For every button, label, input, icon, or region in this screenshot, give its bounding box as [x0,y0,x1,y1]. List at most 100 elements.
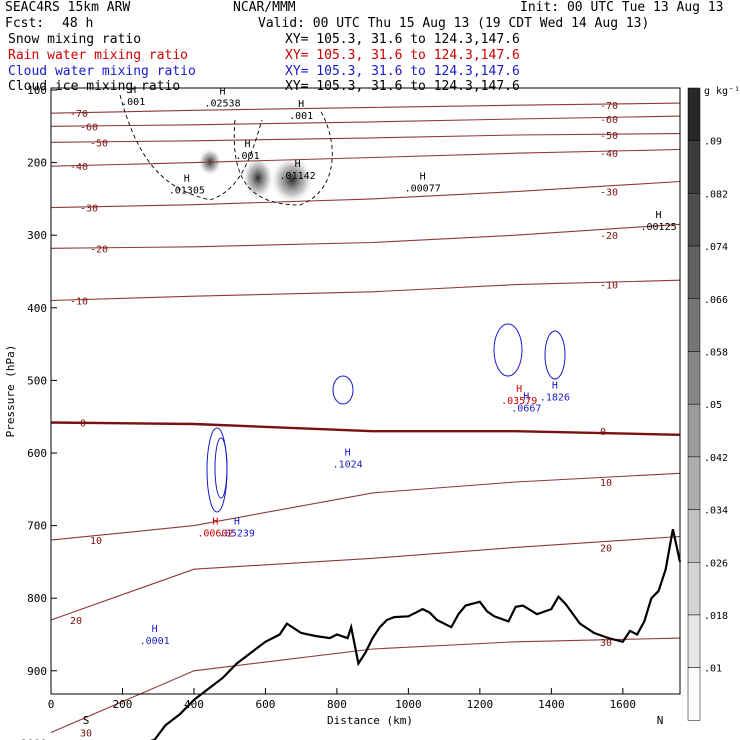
maximum-marker: H [552,381,558,392]
field-name-cloud-ice: Cloud ice mixing ratio [8,79,181,94]
maximum-marker: H [184,174,190,185]
y-tick-label: 200 [27,157,47,170]
maximum-marker: H [234,516,240,527]
y-tick-label: 500 [27,374,47,387]
field-name-cloud-water: Cloud water mixing ratio [8,64,196,79]
isotherm-line [50,115,681,127]
maximum-marker: H [523,391,529,402]
field-xy-cloud-ice: XY= 105.3, 31.6 to 124.3,147.6 [285,79,520,94]
cloud-contour [214,437,228,499]
isotherm-label: 10 [600,478,612,489]
init-time: Init: 00 UTC Tue 13 Aug 13 [520,0,724,15]
isotherm-label: -20 [600,231,618,242]
maximum-value: .0001 [140,636,170,647]
field-xy-cloud-water: XY= 105.3, 31.6 to 124.3,147.6 [285,64,520,79]
valid-time: Valid: 00 UTC Thu 15 Aug 13 (19 CDT Wed … [258,16,650,31]
isotherm-line [50,180,681,209]
forecast-label: Fcst: [5,16,45,31]
maximum-value: .02538 [204,99,240,110]
colorbar-label: .082 [704,189,728,200]
isotherm-label: -70 [70,109,88,120]
ice-contour [233,109,333,206]
maximum-value: .00602 [197,528,233,539]
y-axis-label: Pressure (hPa) [4,345,17,438]
model-title: SEAC4RS 15km ARW [5,0,131,15]
maximum-marker: H [220,87,226,98]
isotherm-label: -70 [600,101,618,112]
colorbar-label: .074 [704,242,728,253]
isotherm-label: 0 [80,419,86,430]
isotherm-label: -50 [90,138,108,149]
y-tick-label: 700 [27,520,47,533]
maximum-marker: H [345,447,351,458]
maximum-marker: H [656,210,662,221]
maximum-value: .05239 [219,528,255,539]
colorbar-label: .026 [704,558,728,569]
isotherm-label: 10 [90,536,102,547]
isotherm-label: 0 [600,427,606,438]
colorbar-label: .034 [704,506,728,517]
x-tick-label: 600 [255,698,275,711]
isotherm-label: -60 [600,115,618,126]
colorbar-swatch [687,509,701,563]
maximum-value: .01142 [280,171,316,182]
y-tick-label: 900 [27,665,47,678]
maximum-value: .00125 [640,222,676,233]
field-xy-rain: XY= 105.3, 31.6 to 124.3,147.6 [285,48,520,63]
maximum-marker: H [516,384,522,395]
x-axis-label: Distance (km) [327,714,413,727]
colorbar-swatch [687,562,701,616]
colorbar-label: .018 [704,611,728,622]
isotherm-label: -50 [600,131,618,142]
isotherm-line [50,102,681,114]
y-tick-label: 600 [27,447,47,460]
x-tick-label: 1400 [538,698,565,711]
isotherm-label: 20 [600,543,612,554]
maximum-marker: H [245,139,251,150]
cloud-contours [119,94,566,513]
field-name-snow: Snow mixing ratio [8,32,142,47]
x-tick-label: 0 [48,698,55,711]
x-tick-label: 200 [113,698,133,711]
isotherm-label: 30 [80,729,92,740]
isotherm-line [50,535,681,621]
maximum-marker: H [212,516,218,527]
shading-blob [270,156,314,204]
isotherm-label: -40 [600,149,618,160]
colorbar-swatch [687,351,701,405]
isotherm-label: -40 [70,162,88,173]
isotherm-line [50,637,681,734]
colorbar-label: .066 [704,295,728,306]
maximum-value: .001 [236,151,260,162]
isotherm-line [50,148,681,167]
isotherm-lines [50,102,681,734]
isotherm-label: 20 [70,616,82,627]
x-tick-label: 800 [327,698,347,711]
isotherm-label: 30 [600,638,612,649]
isotherm-label: -10 [600,281,618,292]
maximum-value: .1826 [540,393,570,404]
colorbar: .09 .082 .074 .066 .058 .05 .042 .034 .026 .018 .0… [687,87,728,721]
maximum-value: .03579 [501,396,537,407]
isotherm-line [50,279,681,302]
maximum-value: .01305 [169,186,205,197]
y-tick-label: 300 [27,229,47,242]
colorbar-label: .05 [704,400,722,411]
maximum-value: .1024 [333,459,363,470]
cloud-contour [332,375,354,405]
maximum-value: .00077 [405,183,441,194]
colorbar-unit: g kg⁻¹ [704,86,740,97]
colorbar-swatch [687,667,701,721]
isotherm-line [50,223,681,249]
isotherm-labels: -70 -70 -60 -60 -50 -50 -40 -40 -30 -30 -20 -20 -10 -… [70,101,618,739]
x-tick-label: 1600 [610,698,637,711]
colorbar-swatch [687,298,701,352]
colorbar-swatch [687,245,701,300]
y-tick-label: 1000 [21,737,48,740]
y-tick-label: 100 [27,84,47,97]
isotherm-label: -30 [600,188,618,199]
colorbar-label: .01 [704,664,722,675]
maximum-marker: H [420,171,426,182]
